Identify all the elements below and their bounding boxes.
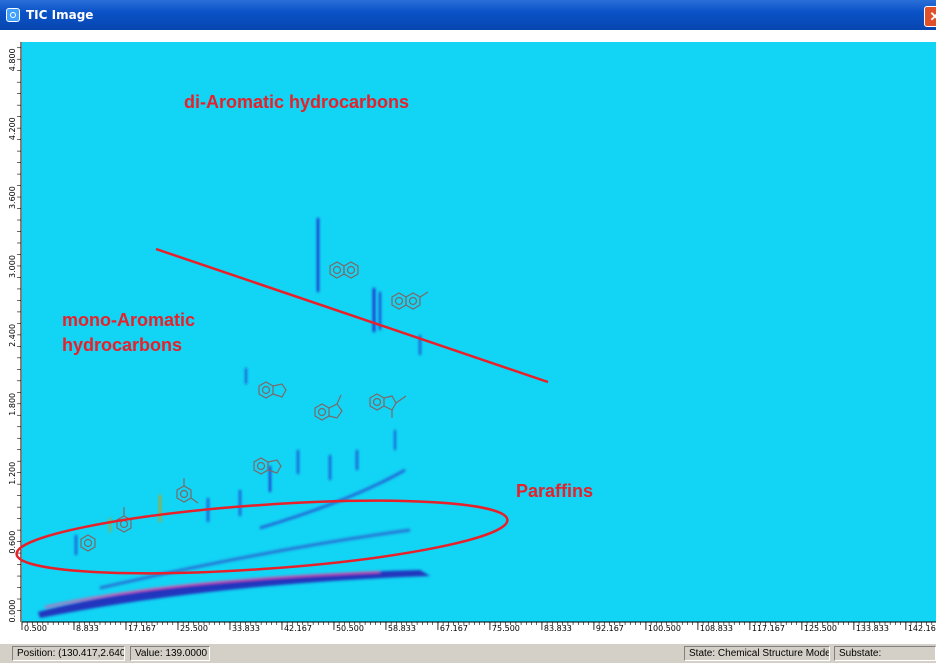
x-tick-label: 142.167 — [908, 624, 936, 633]
x-tick-label: 17.167 — [128, 624, 156, 633]
dimethylindene-icon — [369, 393, 407, 418]
benzene-icon — [80, 534, 96, 552]
x-tick-label: 33.833 — [232, 624, 260, 633]
y-tick-label: 1.200 — [8, 462, 17, 485]
y-tick-label: 4.200 — [8, 117, 17, 140]
peak-layer — [38, 218, 430, 618]
paraffins-ellipse — [15, 499, 509, 575]
upper-band — [259, 468, 406, 530]
x-axis-ticks: 0.500 8.833 17.167 25.500 33.833 42.167 50.500… — [21, 622, 936, 633]
position-readout: Position: (130.417,2.640) — [12, 646, 125, 661]
separator-line — [155, 247, 549, 384]
methylindene-icon — [314, 394, 343, 421]
x-tick-label: 133.833 — [856, 624, 889, 633]
y-tick-label: 4.800 — [8, 48, 17, 71]
x-tick-label: 50.500 — [336, 624, 364, 633]
window-title: TIC Image — [26, 8, 94, 22]
title-bar[interactable]: TIC Image ✕ — [0, 0, 936, 30]
x-tick-label: 108.833 — [700, 624, 733, 633]
y-tick-label: 0.600 — [8, 531, 17, 554]
x-tick-label: 75.500 — [492, 624, 520, 633]
x-tick-label: 100.500 — [648, 624, 681, 633]
naphthalene-icon — [329, 261, 359, 279]
x-tick-label: 83.833 — [544, 624, 572, 633]
mono-band — [99, 528, 411, 590]
value-readout: Value: 139.0000 — [130, 646, 210, 661]
y-tick-label: 2.400 — [8, 324, 17, 347]
app-icon — [6, 8, 20, 22]
x-tick-label: 58.833 — [388, 624, 416, 633]
x-tick-label: 8.833 — [76, 624, 99, 633]
x-tick-label: 67.167 — [440, 624, 468, 633]
y-tick-label: 1.800 — [8, 393, 17, 416]
indane-icon — [253, 457, 282, 475]
x-tick-label: 0.500 — [24, 624, 47, 633]
indene-icon — [258, 381, 287, 399]
xylene-icon — [176, 478, 199, 504]
paraffin-band-core — [44, 571, 381, 608]
mono-aromatic-label-2: hydrocarbons — [62, 335, 182, 355]
paraffin-band — [38, 570, 430, 618]
di-aromatic-label: di-Aromatic hydrocarbons — [184, 92, 409, 112]
x-tick-label: 92.167 — [596, 624, 624, 633]
y-axis-ticks: 0.000 0.600 1.200 1.800 2.400 3.000 3.600 4.200… — [8, 47, 21, 623]
paraffins-label: Paraffins — [516, 481, 593, 501]
tic-image-plot[interactable]: 0.000 0.600 1.200 1.800 2.400 3.000 3.600 4.200… — [0, 30, 936, 643]
close-button[interactable]: ✕ — [924, 6, 936, 27]
y-tick-label: 3.000 — [8, 255, 17, 278]
x-tick-label: 125.500 — [804, 624, 837, 633]
substate-readout: Substate: — [834, 646, 936, 661]
x-tick-label: 117.167 — [752, 624, 785, 633]
heatmap-area[interactable] — [22, 42, 936, 622]
mono-aromatic-label-1: mono-Aromatic — [62, 310, 195, 330]
x-tick-label: 42.167 — [284, 624, 312, 633]
methylnaphthalene-icon — [391, 291, 429, 310]
y-tick-label: 0.000 — [8, 600, 17, 623]
y-tick-label: 3.600 — [8, 186, 17, 209]
x-tick-label: 25.500 — [180, 624, 208, 633]
state-readout: State: Chemical Structure Mode — [684, 646, 830, 661]
status-bar: Position: (130.417,2.640) Value: 139.000… — [0, 643, 936, 663]
